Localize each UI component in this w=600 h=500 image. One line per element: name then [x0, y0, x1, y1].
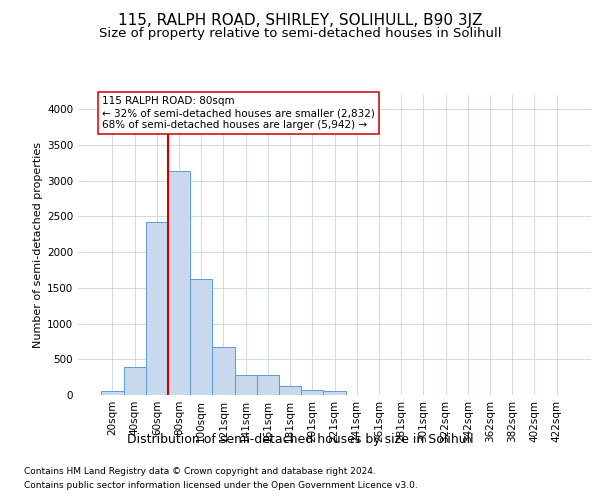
Bar — [212, 347, 235, 395]
Text: Size of property relative to semi-detached houses in Solihull: Size of property relative to semi-detach… — [99, 28, 501, 40]
Bar — [235, 375, 257, 395]
Text: Contains HM Land Registry data © Crown copyright and database right 2024.: Contains HM Land Registry data © Crown c… — [24, 468, 376, 476]
Text: Distribution of semi-detached houses by size in Solihull: Distribution of semi-detached houses by … — [127, 432, 473, 446]
Bar — [190, 280, 212, 395]
Bar — [168, 172, 190, 395]
Text: Contains public sector information licensed under the Open Government Licence v3: Contains public sector information licen… — [24, 481, 418, 490]
Text: 115, RALPH ROAD, SHIRLEY, SOLIHULL, B90 3JZ: 115, RALPH ROAD, SHIRLEY, SOLIHULL, B90 … — [118, 12, 482, 28]
Bar — [279, 386, 301, 395]
Bar — [257, 375, 279, 395]
Bar — [124, 367, 146, 395]
Y-axis label: Number of semi-detached properties: Number of semi-detached properties — [33, 142, 43, 348]
Text: 115 RALPH ROAD: 80sqm
← 32% of semi-detached houses are smaller (2,832)
68% of s: 115 RALPH ROAD: 80sqm ← 32% of semi-deta… — [103, 96, 376, 130]
Bar — [101, 392, 124, 395]
Bar — [146, 222, 168, 395]
Bar — [323, 390, 346, 395]
Bar — [301, 390, 323, 395]
